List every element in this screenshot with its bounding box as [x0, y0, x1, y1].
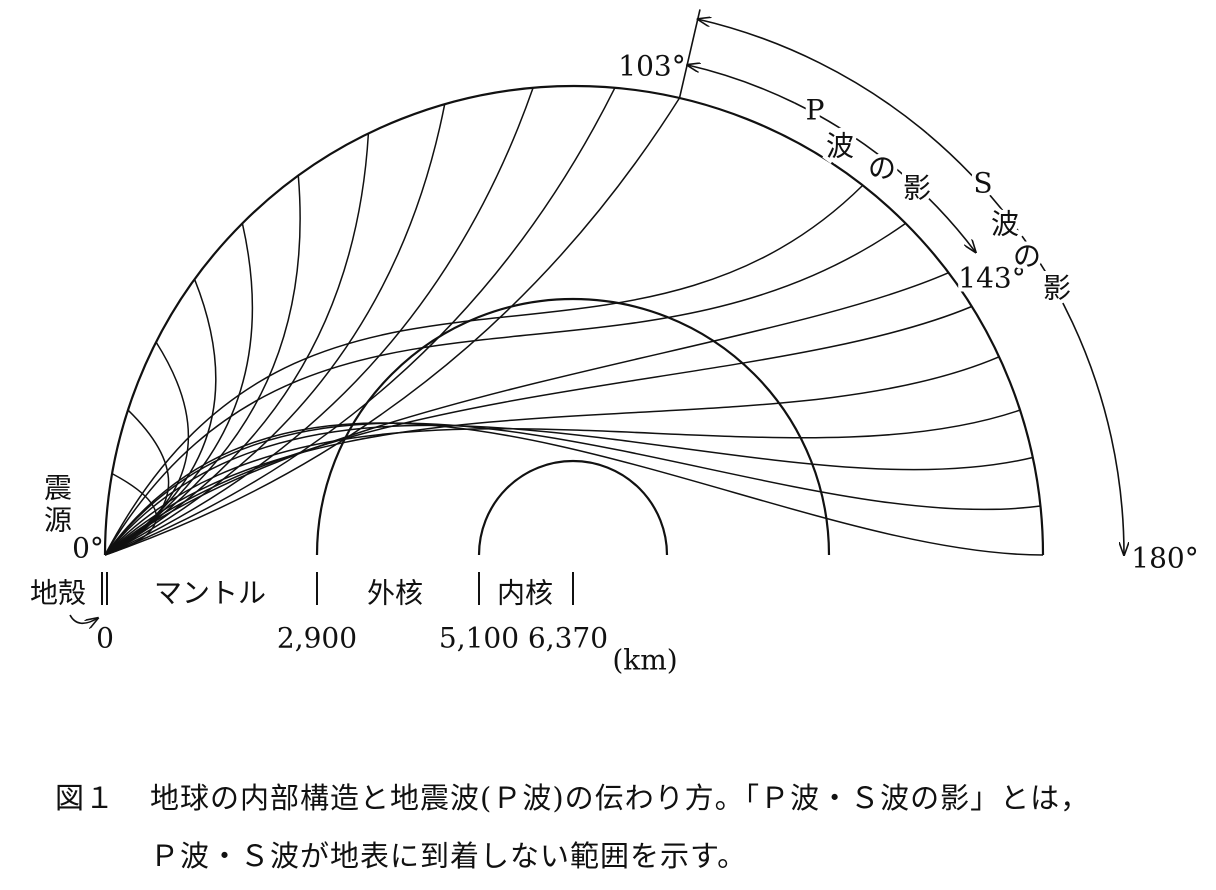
angle-label: 180°	[1131, 542, 1198, 575]
depth-label: 6,370	[528, 622, 608, 655]
core-ray	[104, 424, 1033, 556]
layer-label: マントル	[154, 577, 266, 610]
core-ray	[104, 409, 1021, 556]
s-shadow-arrow	[926, 133, 1125, 555]
shadow-limit-line	[678, 9, 701, 99]
mantle-ray	[104, 87, 534, 556]
focus-label: 源	[44, 504, 72, 537]
focus-label: 震	[44, 472, 72, 505]
core-ray	[104, 422, 1041, 556]
mantle-ray	[104, 87, 616, 556]
caption-line: 地球の内部構造と地震波(Ｐ波)の伝わり方。「Ｐ波・Ｓ波の影」とは，	[150, 781, 1090, 815]
earth-layers	[103, 84, 1045, 556]
inner-core-boundary	[477, 459, 669, 556]
s-shadow-char: 影	[1043, 272, 1071, 305]
mantle-ray	[104, 104, 446, 556]
layer-label: 地殻	[30, 577, 86, 610]
mantle-ray	[104, 97, 681, 556]
depth-unit: (km)	[612, 644, 677, 677]
p-shadow-arrow	[687, 65, 795, 104]
ray-paths	[104, 87, 1044, 556]
shadow-arrows	[678, 9, 1125, 555]
core-ray	[104, 272, 949, 556]
layer-label: 外核	[367, 577, 423, 610]
depth-label: 5,100	[439, 622, 519, 655]
s-shadow-char: 波	[991, 208, 1019, 241]
core-ray	[104, 305, 972, 556]
surface	[103, 84, 1045, 556]
p-shadow-char: 影	[903, 172, 931, 205]
angle-label: 103°	[618, 50, 685, 83]
angle-label: 143°	[958, 262, 1025, 295]
caption-label: 図１	[55, 781, 115, 815]
p-shadow-char: の	[868, 152, 896, 185]
p-shadow-char: P	[806, 94, 825, 127]
p-shadow-char: 波	[826, 130, 854, 163]
core-ray	[104, 222, 907, 556]
caption-line: Ｐ波・Ｓ波が地表に到着しない範囲を示す。	[150, 839, 747, 873]
angle-label: 0°	[72, 532, 104, 565]
outer-core-boundary	[315, 297, 831, 556]
core-ray	[104, 356, 1000, 556]
depth-label: 0	[96, 622, 114, 655]
core-ray	[104, 422, 1044, 556]
boundary-ticks	[101, 572, 574, 605]
p-shadow-arrow	[794, 102, 976, 252]
crust-pointer	[69, 614, 98, 623]
s-shadow-arrow	[698, 19, 929, 135]
s-shadow-char: の	[1013, 240, 1041, 273]
depth-label: 2,900	[277, 622, 357, 655]
mantle-ray	[104, 175, 301, 556]
layer-label: 内核	[497, 577, 553, 610]
s-shadow-char: S	[973, 167, 992, 200]
